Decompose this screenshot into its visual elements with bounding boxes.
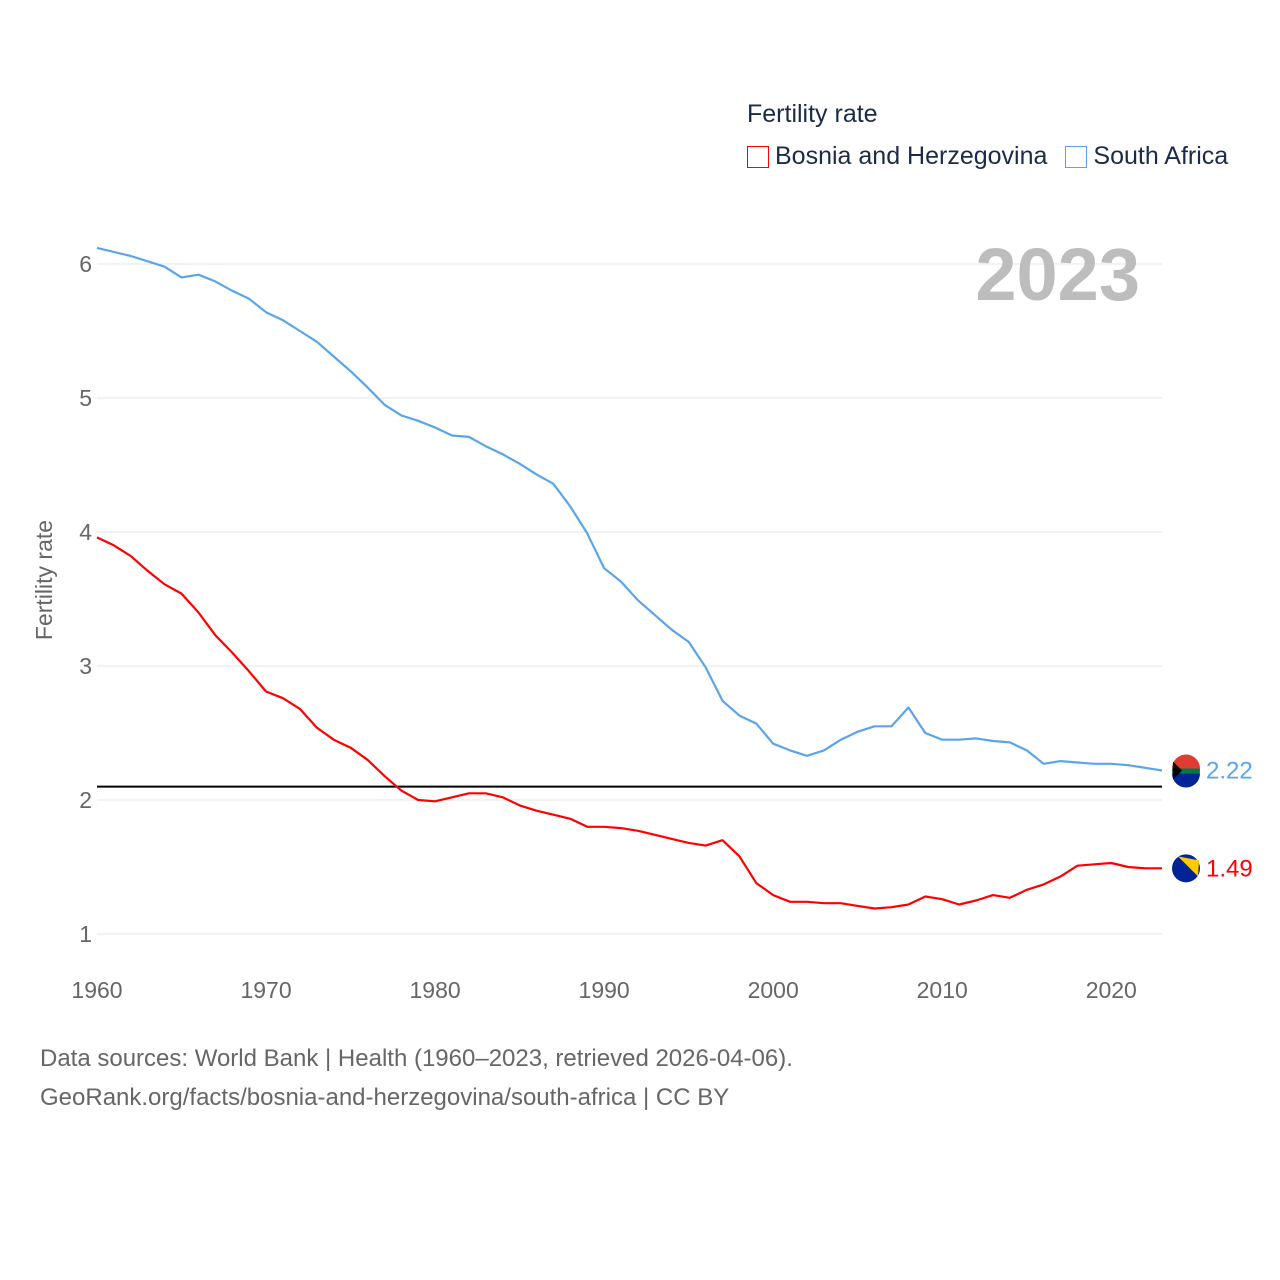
- y-tick-label: 5: [79, 385, 92, 411]
- legend-swatch: [747, 145, 769, 168]
- legend-item-south-africa[interactable]: South Africa: [1065, 142, 1228, 171]
- series-line-bosnia: [96, 536, 1162, 910]
- legend-title: Fertility rate: [747, 100, 878, 128]
- legend-swatch: [1065, 145, 1088, 168]
- x-tick-label: 1970: [240, 977, 291, 1003]
- flag-part: [1178, 856, 1199, 877]
- x-tick-label: 2020: [1086, 977, 1137, 1003]
- series-line-south-africa: [96, 246, 1163, 772]
- x-tick-label: 1980: [410, 977, 461, 1003]
- flag-part: [1172, 754, 1200, 769]
- flag-part: [1173, 761, 1182, 780]
- y-tick-label: 2: [79, 787, 92, 813]
- x-tick-label: 2010: [917, 977, 968, 1003]
- end-value-label: 2.22: [1206, 758, 1253, 785]
- y-axis-label: Fertility rate: [31, 520, 57, 640]
- y-tick-label: 4: [79, 519, 92, 545]
- flag-part: [1172, 773, 1200, 788]
- legend-item-bosnia[interactable]: Bosnia and Herzegovina: [747, 142, 1047, 171]
- footer-link[interactable]: GeoRank.org/facts/bosnia-and-herzegovina…: [40, 1084, 730, 1111]
- year-label: 2023: [975, 233, 1140, 316]
- y-tick-label: 1: [79, 921, 92, 947]
- x-tick-label: 1960: [71, 977, 122, 1003]
- y-tick-label: 6: [79, 251, 92, 277]
- legend: Bosnia and Herzegovina South Africa: [747, 142, 1228, 171]
- footer-sources: Data sources: World Bank | Health (1960–…: [40, 1045, 793, 1072]
- legend-label: Bosnia and Herzegovina: [775, 142, 1048, 170]
- y-tick-label: 3: [79, 653, 92, 679]
- x-tick-label: 1990: [579, 977, 630, 1003]
- end-value-label: 1.49: [1206, 855, 1253, 882]
- x-tick-label: 2000: [748, 977, 799, 1003]
- legend-label: South Africa: [1093, 142, 1229, 170]
